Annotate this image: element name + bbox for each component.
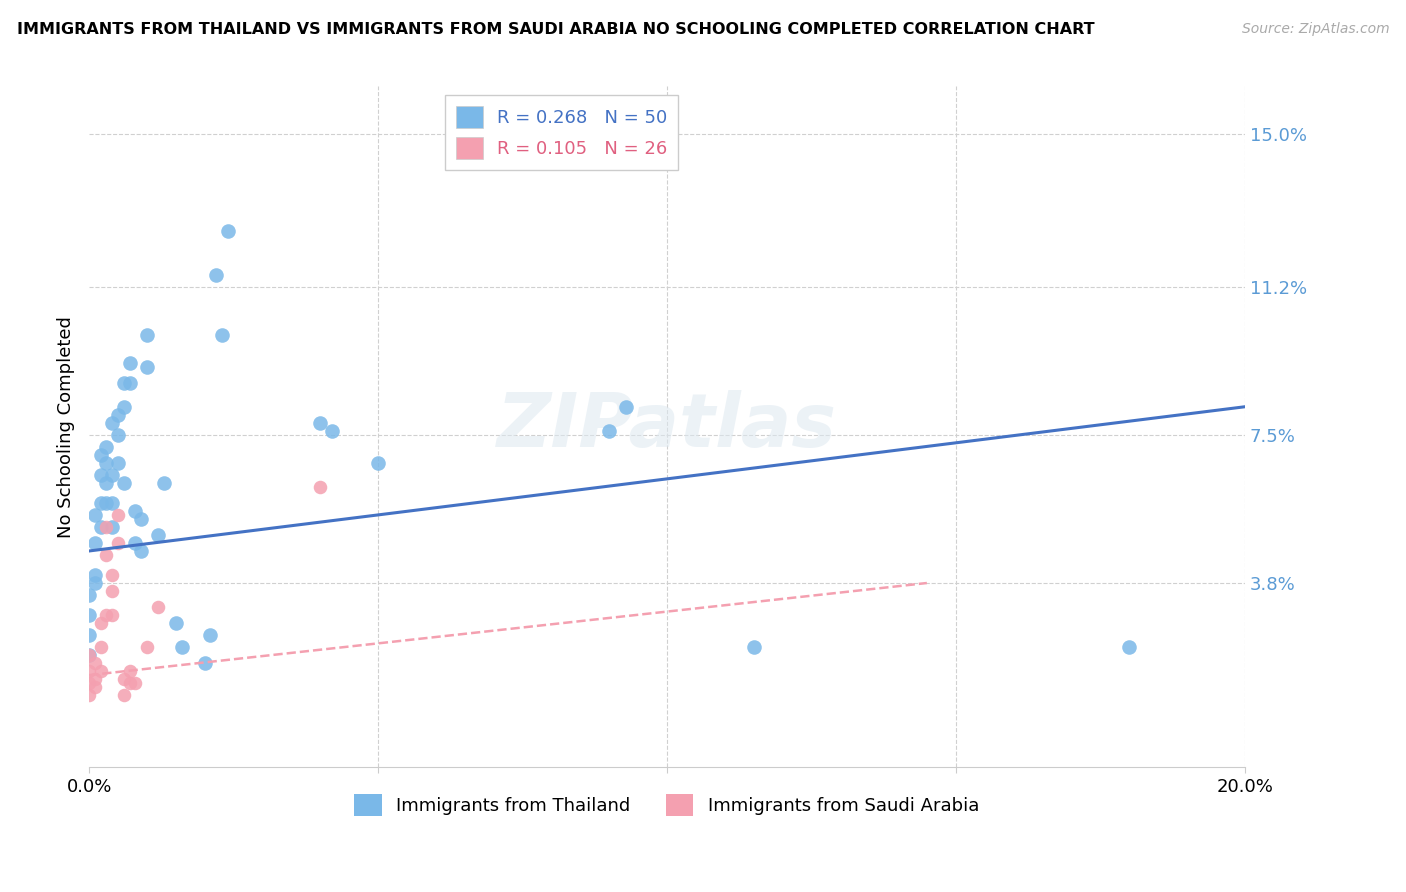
Point (96, 548, 118, 562)
Point (118, 376, 141, 390)
Point (309, 416, 332, 430)
Point (77, 608, 100, 623)
Point (170, 640, 193, 654)
Point (96, 475, 118, 490)
Point (90, 664, 112, 678)
Point (107, 536, 129, 550)
Point (367, 456, 389, 470)
Point (124, 504, 146, 518)
Point (205, 268, 228, 282)
Point (194, 656, 217, 670)
Point (135, 640, 157, 654)
Point (112, 688, 135, 702)
Point (77, 588, 100, 602)
Point (96, 608, 118, 623)
Point (101, 416, 124, 430)
Point (112, 376, 135, 390)
Legend: Immigrants from Thailand, Immigrants from Saudi Arabia: Immigrants from Thailand, Immigrants fro… (347, 787, 987, 823)
Point (77, 688, 100, 702)
Text: Source: ZipAtlas.com: Source: ZipAtlas.com (1241, 22, 1389, 37)
Point (107, 408, 129, 422)
Point (1118, 640, 1140, 654)
Point (90, 496, 112, 510)
Point (83, 680, 105, 694)
Point (107, 427, 129, 442)
Point (101, 608, 124, 623)
Point (211, 327, 233, 342)
Point (96, 440, 118, 454)
Point (77, 676, 100, 690)
Point (124, 676, 146, 690)
Point (83, 656, 105, 670)
Point (200, 628, 222, 642)
Point (309, 480, 332, 494)
Text: ZIPatlas: ZIPatlas (496, 391, 837, 463)
Point (101, 568, 124, 582)
Point (112, 672, 135, 686)
Point (77, 648, 100, 662)
Point (83, 508, 105, 522)
Point (135, 327, 157, 342)
Point (217, 223, 239, 237)
Point (148, 528, 170, 542)
Point (83, 536, 105, 550)
Point (83, 672, 105, 686)
Point (90, 616, 112, 631)
Point (616, 400, 638, 414)
Point (96, 456, 118, 470)
Y-axis label: No Schooling Completed: No Schooling Completed (58, 316, 75, 538)
Point (101, 520, 124, 534)
Point (107, 508, 129, 522)
Point (135, 359, 157, 374)
Point (148, 600, 170, 615)
Point (101, 584, 124, 599)
Point (321, 424, 343, 438)
Point (153, 475, 176, 490)
Point (165, 616, 187, 631)
Point (83, 568, 105, 582)
Point (118, 676, 141, 690)
Point (124, 536, 146, 550)
Point (90, 467, 112, 482)
Point (83, 576, 105, 591)
Text: IMMIGRANTS FROM THAILAND VS IMMIGRANTS FROM SAUDI ARABIA NO SCHOOLING COMPLETED : IMMIGRANTS FROM THAILAND VS IMMIGRANTS F… (17, 22, 1094, 37)
Point (90, 448, 112, 462)
Point (90, 520, 112, 534)
Point (96, 520, 118, 534)
Point (118, 356, 141, 370)
Point (90, 640, 112, 654)
Point (129, 544, 152, 558)
Point (742, 640, 765, 654)
Point (118, 664, 141, 678)
Point (129, 512, 152, 526)
Point (598, 424, 620, 438)
Point (107, 456, 129, 470)
Point (112, 400, 135, 414)
Point (96, 496, 118, 510)
Point (112, 475, 135, 490)
Point (77, 628, 100, 642)
Point (101, 496, 124, 510)
Point (101, 467, 124, 482)
Point (77, 648, 100, 662)
Point (77, 664, 100, 678)
